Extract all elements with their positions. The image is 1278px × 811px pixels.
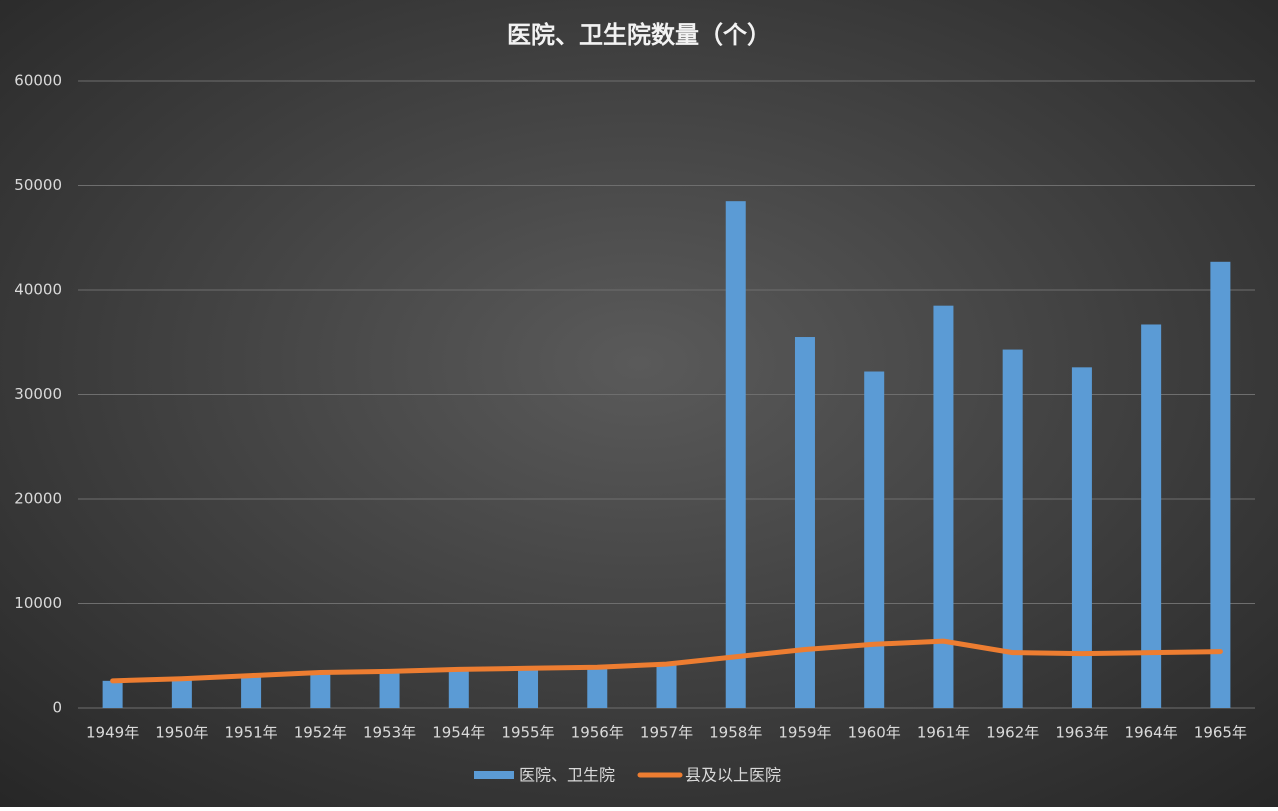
bar [448, 669, 469, 708]
x-tick-label: 1965年 [1194, 724, 1247, 742]
bar [102, 680, 123, 708]
x-tick-label: 1955年 [501, 724, 554, 742]
x-tick-label: 1958年 [709, 724, 762, 742]
y-tick-label: 40000 [14, 281, 62, 299]
chart-title: 医院、卫生院数量（个） [507, 21, 771, 49]
y-tick-label: 60000 [14, 72, 62, 90]
bar [1210, 261, 1231, 708]
x-tick-label: 1963年 [1055, 724, 1108, 742]
x-tick-label: 1954年 [432, 724, 485, 742]
bar [241, 676, 262, 708]
x-tick-label: 1961年 [917, 724, 970, 742]
bar [1071, 367, 1092, 708]
x-tick-label: 1957年 [640, 724, 693, 742]
bar [933, 305, 954, 708]
x-tick-label: 1956年 [571, 724, 624, 742]
line [110, 638, 1223, 684]
y-tick-label: 20000 [14, 490, 62, 508]
bar [1141, 324, 1162, 708]
legend-label: 医院、卫生院 [519, 766, 615, 785]
bar [171, 678, 192, 708]
x-tick-label: 1951年 [224, 724, 277, 742]
bar [518, 668, 539, 708]
legend-label: 县及以上医院 [685, 766, 781, 785]
x-tick-label: 1949年 [86, 724, 139, 742]
bar [1002, 349, 1023, 708]
x-tick-label: 1964年 [1125, 724, 1178, 742]
x-tick-label: 1952年 [294, 724, 347, 742]
bar [794, 337, 815, 708]
legend-swatch [474, 771, 514, 779]
x-tick-label: 1950年 [155, 724, 208, 742]
x-tick-label: 1962年 [986, 724, 1039, 742]
bar [864, 371, 885, 708]
y-tick-label: 30000 [14, 385, 62, 403]
bar [310, 671, 331, 708]
x-tick-label: 1953年 [363, 724, 416, 742]
bar [379, 670, 400, 708]
bar [725, 201, 746, 709]
y-tick-label: 50000 [14, 176, 62, 194]
bar [587, 667, 608, 708]
y-tick-label: 10000 [14, 594, 62, 612]
bar [656, 664, 677, 708]
x-tick-label: 1960年 [848, 724, 901, 742]
y-tick-label: 0 [52, 699, 62, 717]
x-tick-label: 1959年 [778, 724, 831, 742]
